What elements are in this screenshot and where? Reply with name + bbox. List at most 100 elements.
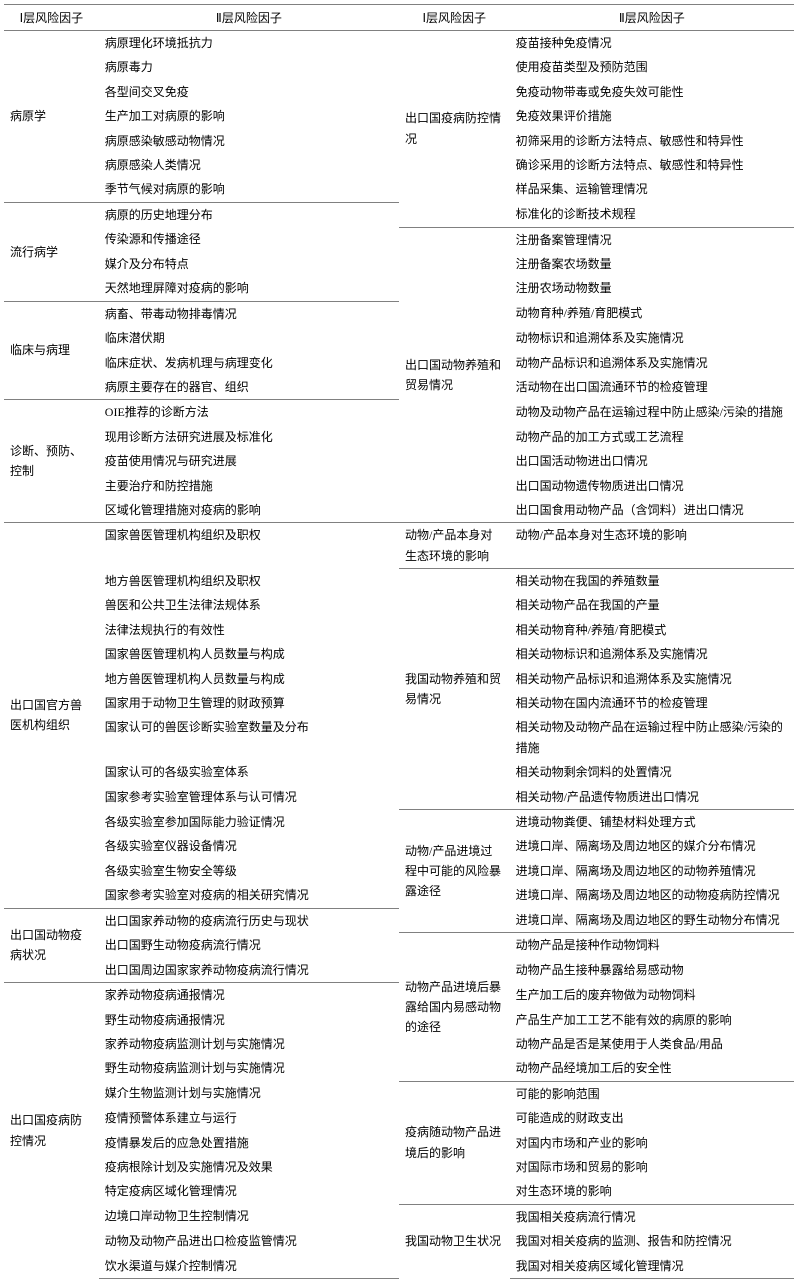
item-cell: 出口国食用动物产品（含饲料）进出口情况	[510, 498, 794, 523]
category-cell: 流行病学	[4, 202, 99, 301]
item-cell: 区域化管理措施对疫病的影响	[99, 498, 399, 523]
item-cell: 活动物在出口国流通环节的检疫管理	[510, 375, 794, 400]
item-cell: 相关动物在我国的养殖数量	[510, 569, 794, 594]
header-left-1: Ⅰ层风险因子	[4, 5, 99, 31]
item-cell: 临床潜伏期	[99, 326, 399, 350]
item-cell: 季节气候对病原的影响	[99, 177, 399, 202]
item-cell: 生产加工后的废弃物做为动物饲料	[510, 983, 794, 1008]
item-cell: 初筛采用的诊断方法特点、敏感性和特异性	[510, 129, 794, 153]
item-cell: 对国际市场和贸易的影响	[510, 1155, 794, 1179]
item-cell: 动物产品是接种作动物饲料	[510, 933, 794, 958]
item-cell: 动物及动物产品进出口检疫监管情况	[99, 1229, 399, 1253]
item-cell: 现用诊断方法研究进展及标准化	[99, 425, 399, 449]
item-cell: 动物/产品本身对生态环境的影响	[510, 523, 794, 569]
item-cell: 可能的影响范围	[510, 1081, 794, 1106]
item-cell: 相关动物/产品遗传物质进出口情况	[510, 785, 794, 810]
item-cell: 动物产品经境加工后的安全性	[510, 1056, 794, 1081]
item-cell: 相关动物育种/养殖/育肥模式	[510, 618, 794, 642]
item-cell: 家养动物疫病通报情况	[99, 983, 399, 1008]
header-left-2: Ⅱ层风险因子	[99, 5, 399, 31]
item-cell: 生产加工对病原的影响	[99, 104, 399, 128]
item-cell: 相关动物产品标识和追溯体系及实施情况	[510, 667, 794, 691]
item-cell: 疫情暴发后的应急处置措施	[99, 1131, 399, 1155]
item-cell: 国家兽医管理机构人员数量与构成	[99, 642, 399, 666]
item-cell: 地方兽医管理机构组织及职权	[99, 569, 399, 594]
category-cell: 出口国疫病防控情况	[4, 983, 99, 1279]
item-cell: 疫病根除计划及实施情况及效果	[99, 1155, 399, 1179]
item-cell: 出口国家养动物的疫病流行历史与现状	[99, 908, 399, 933]
item-cell: 注册备案管理情况	[510, 227, 794, 252]
item-cell: 进境口岸、隔离场及周边地区的动物养殖情况	[510, 859, 794, 883]
item-cell: 进境动物粪便、铺垫材料处理方式	[510, 810, 794, 835]
item-cell: 野生动物疫病监测计划与实施情况	[99, 1056, 399, 1081]
item-cell: 病畜、带毒动物排毒情况	[99, 301, 399, 326]
category-cell: 诊断、预防、控制	[4, 400, 99, 523]
item-cell: 病原感染人类情况	[99, 153, 399, 177]
item-cell: 我国相关疫病流行情况	[510, 1204, 794, 1229]
item-cell: 媒介及分布特点	[99, 252, 399, 276]
item-cell: 病原毒力	[99, 55, 399, 79]
item-cell: 注册农场动物数量	[510, 276, 794, 301]
item-cell: 国家认可的兽医诊断实验室数量及分布	[99, 715, 399, 760]
item-cell: 法律法规执行的有效性	[99, 618, 399, 642]
category-cell: 出口国动物疫病状况	[4, 908, 99, 983]
item-cell: 疫情预警体系建立与运行	[99, 1106, 399, 1130]
item-cell: 动物标识和追溯体系及实施情况	[510, 326, 794, 350]
item-cell: 各级实验室参加国际能力验证情况	[99, 810, 399, 835]
item-cell: 兽医和公共卫生法律法规体系	[99, 593, 399, 617]
item-cell: 可能造成的财政支出	[510, 1106, 794, 1130]
item-cell: 传染源和传播途径	[99, 227, 399, 252]
item-cell: 动物及动物产品在运输过程中防止感染/污染的措施	[510, 400, 794, 425]
item-cell: 相关动物产品在我国的产量	[510, 593, 794, 617]
item-cell: 相关动物及动物产品在运输过程中防止感染/污染的措施	[510, 715, 794, 760]
item-cell: 动物育种/养殖/育肥模式	[510, 301, 794, 326]
item-cell: 家养动物疫病监测计划与实施情况	[99, 1032, 399, 1056]
category-cell: 出口国动物养殖和贸易情况	[399, 227, 510, 523]
item-cell: 临床症状、发病机理与病理变化	[99, 351, 399, 375]
item-cell: OIE推荐的诊断方法	[99, 400, 399, 425]
category-cell: 疫病随动物产品进境后的影响	[399, 1081, 510, 1204]
item-cell: 样品采集、运输管理情况	[510, 177, 794, 202]
item-cell: 进境口岸、隔离场及周边地区的动物疫病防控情况	[510, 883, 794, 908]
item-cell: 病原理化环境抵抗力	[99, 31, 399, 56]
category-cell: 动物产品进境后暴露给国内易感动物的途径	[399, 933, 510, 1081]
header-right-1: Ⅰ层风险因子	[399, 5, 510, 31]
item-cell: 地方兽医管理机构人员数量与构成	[99, 667, 399, 691]
item-cell: 各级实验室仪器设备情况	[99, 834, 399, 858]
item-cell: 病原感染敏感动物情况	[99, 129, 399, 153]
item-cell: 出口国周边国家家养动物疫病流行情况	[99, 958, 399, 983]
item-cell: 国家兽医管理机构组织及职权	[99, 523, 399, 569]
item-cell: 各型间交叉免疫	[99, 80, 399, 104]
item-cell: 主要治疗和防控措施	[99, 474, 399, 498]
item-cell: 相关动物标识和追溯体系及实施情况	[510, 642, 794, 666]
item-cell: 使用疫苗类型及预防范围	[510, 55, 794, 79]
item-cell: 免疫动物带毒或免疫失效可能性	[510, 80, 794, 104]
item-cell: 病原的历史地理分布	[99, 202, 399, 227]
item-cell: 边境口岸动物卫生控制情况	[99, 1204, 399, 1229]
category-cell: 我国动物卫生状况	[399, 1204, 510, 1278]
item-cell: 国家参考实验室管理体系与认可情况	[99, 785, 399, 810]
item-cell: 野生动物疫病通报情况	[99, 1008, 399, 1032]
category-cell: 动物/产品本身对生态环境的影响	[399, 523, 510, 569]
item-cell: 标准化的诊断技术规程	[510, 202, 794, 227]
item-cell: 进境口岸、隔离场及周边地区的媒介分布情况	[510, 834, 794, 858]
risk-factor-table: Ⅰ层风险因子 Ⅱ层风险因子 Ⅰ层风险因子 Ⅱ层风险因子 病原学病原理化环境抵抗力…	[4, 4, 794, 1279]
item-cell: 媒介生物监测计划与实施情况	[99, 1081, 399, 1106]
header-right-2: Ⅱ层风险因子	[510, 5, 794, 31]
item-cell: 天然地理屏障对疫病的影响	[99, 276, 399, 301]
category-cell: 动物/产品进境过程中可能的风险暴露途径	[399, 810, 510, 933]
item-cell: 病原主要存在的器官、组织	[99, 375, 399, 400]
category-cell: 出口国官方兽医机构组织	[4, 523, 99, 908]
item-cell: 对国内市场和产业的影响	[510, 1131, 794, 1155]
item-cell: 国家参考实验室对疫病的相关研究情况	[99, 883, 399, 908]
item-cell: 国家认可的各级实验室体系	[99, 760, 399, 784]
item-cell: 我国对相关疫病的监测、报告和防控情况	[510, 1229, 794, 1253]
item-cell: 出口国野生动物疫病流行情况	[99, 933, 399, 958]
item-cell: 特定疫病区域化管理情况	[99, 1179, 399, 1204]
item-cell: 免疫效果评价措施	[510, 104, 794, 128]
item-cell: 国家用于动物卫生管理的财政预算	[99, 691, 399, 715]
item-cell: 出口国活动物进出口情况	[510, 449, 794, 473]
item-cell: 注册备案农场数量	[510, 252, 794, 276]
item-cell: 相关动物在国内流通环节的检疫管理	[510, 691, 794, 715]
item-cell: 疫苗接种免疫情况	[510, 31, 794, 56]
